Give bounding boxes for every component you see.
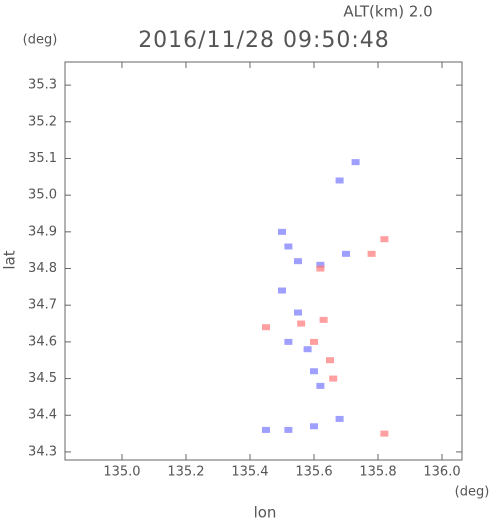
- x-tick-label: 135.2: [167, 465, 204, 480]
- x-tick-label: 135.4: [231, 465, 268, 480]
- echo-patch: [284, 243, 293, 250]
- echo-patch: [316, 261, 325, 268]
- x-unit: (deg): [455, 485, 490, 500]
- echo-patch: [297, 320, 306, 327]
- echo-patch: [319, 316, 328, 323]
- x-tick-label: 135.6: [295, 465, 332, 480]
- y-tick-label: 35.1: [28, 151, 57, 166]
- echo-patch: [284, 338, 293, 345]
- y-tick-label: 34.6: [28, 334, 57, 349]
- x-axis-label: lon: [254, 504, 277, 521]
- echo-patch: [325, 357, 334, 364]
- x-tick-label: 135.0: [103, 465, 140, 480]
- echo-patch: [293, 309, 302, 316]
- y-tick-label: 35.3: [28, 78, 57, 93]
- echo-patch: [277, 287, 286, 294]
- altitude-label: ALT(km) 2.0: [343, 3, 432, 21]
- echo-patch: [351, 159, 360, 166]
- y-tick-label: 34.7: [28, 298, 57, 313]
- y-tick-label: 35.0: [28, 188, 57, 203]
- y-tick-label: 34.5: [28, 371, 57, 386]
- echo-patch: [380, 430, 389, 437]
- echo-patch: [329, 375, 338, 382]
- echo-patch: [335, 177, 344, 184]
- echo-patch: [316, 265, 325, 272]
- echo-patch: [316, 382, 325, 389]
- x-tick-label: 135.8: [359, 465, 396, 480]
- echo-patch: [293, 258, 302, 265]
- echo-patch: [277, 228, 286, 235]
- echo-patch: [261, 324, 270, 331]
- y-tick-label: 34.8: [28, 261, 57, 276]
- echo-patch: [284, 426, 293, 433]
- echo-patch: [261, 426, 270, 433]
- x-tick-label: 136.0: [423, 465, 460, 480]
- echo-patch: [341, 250, 350, 257]
- y-tick-label: 35.2: [28, 114, 57, 129]
- plot-frame: [64, 61, 463, 461]
- echo-patch: [309, 423, 318, 430]
- chart-title: 2016/11/28 09:50:48: [138, 28, 390, 53]
- echo-patch: [309, 338, 318, 345]
- echo-patch: [367, 250, 376, 257]
- echo-patch: [309, 368, 318, 375]
- echo-patch: [335, 415, 344, 422]
- y-tick-label: 34.9: [28, 224, 57, 239]
- y-tick-label: 34.3: [28, 444, 57, 459]
- echo-patch: [380, 236, 389, 243]
- y-unit: (deg): [23, 33, 58, 48]
- y-axis-label: lat: [1, 250, 19, 269]
- y-tick-label: 34.4: [28, 408, 57, 423]
- echo-patch: [303, 346, 312, 353]
